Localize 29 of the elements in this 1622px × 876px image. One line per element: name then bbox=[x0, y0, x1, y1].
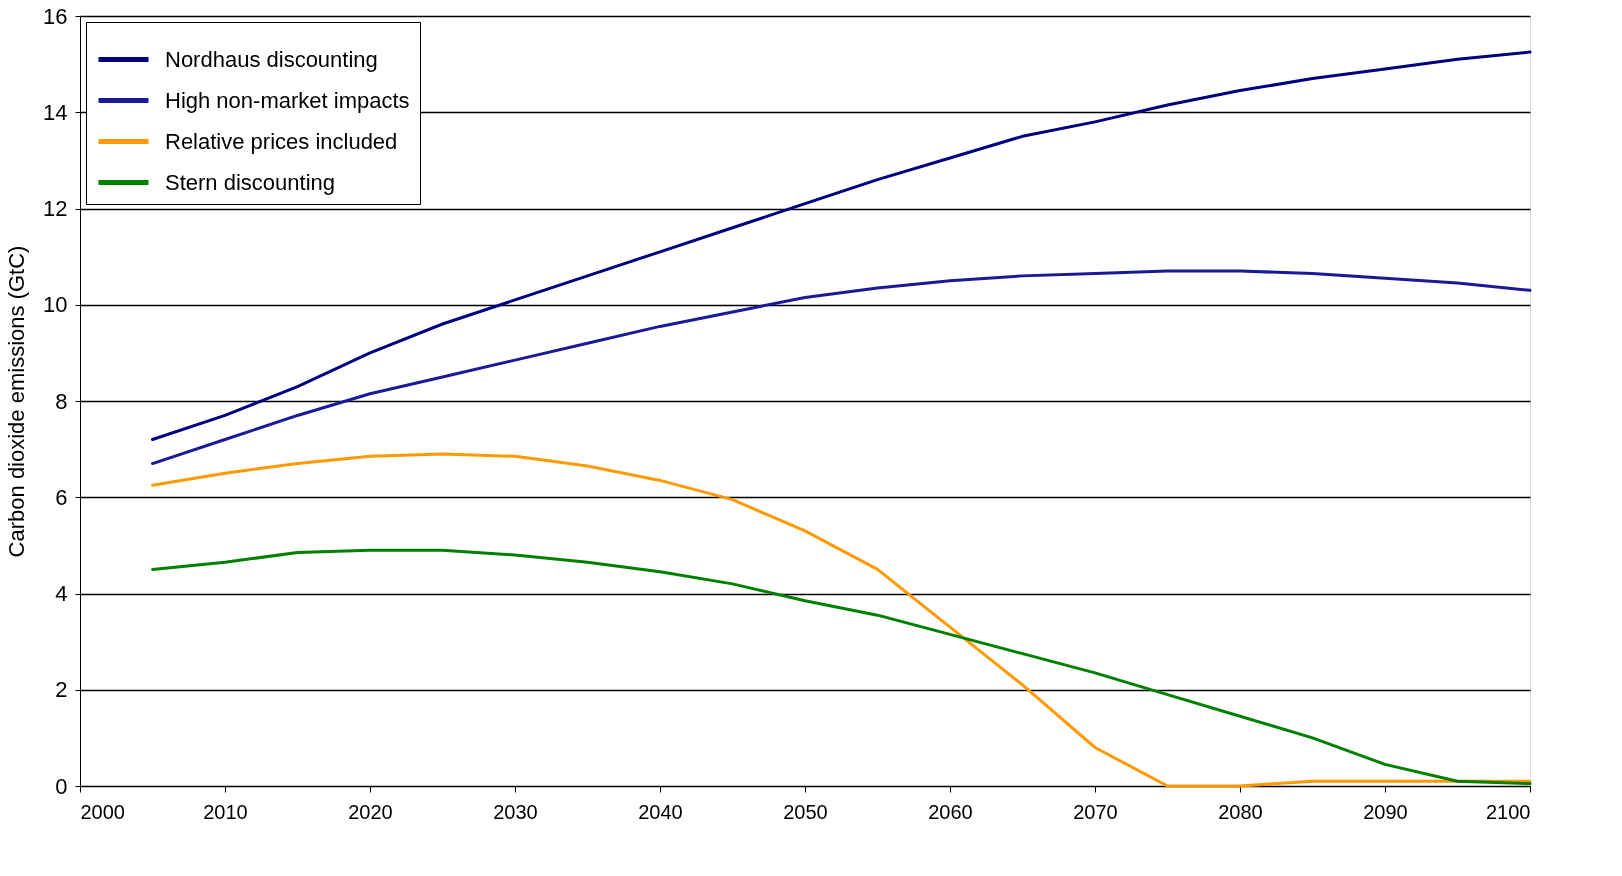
x-tick-label: 2020 bbox=[348, 800, 393, 823]
y-tick-label: 14 bbox=[43, 99, 68, 125]
line-series bbox=[151, 269, 1532, 466]
y-tick-label: 0 bbox=[55, 773, 68, 799]
legend-label: High non-market impacts bbox=[165, 87, 410, 113]
line-series bbox=[151, 548, 1532, 786]
x-tick-label: 2100 bbox=[1486, 800, 1531, 823]
y-tick-label: 4 bbox=[55, 581, 68, 606]
y-tick-label: 16 bbox=[43, 3, 68, 29]
legend-label: Nordhaus discounting bbox=[165, 46, 378, 72]
x-tick-label: 2040 bbox=[638, 800, 683, 823]
line-series bbox=[151, 50, 1532, 441]
y-tick-label: 12 bbox=[43, 196, 68, 221]
legend-label: Relative prices included bbox=[165, 128, 398, 154]
legend-label: Stern discounting bbox=[165, 169, 335, 195]
x-tick-label: 2030 bbox=[493, 800, 538, 823]
x-tick-label: 2060 bbox=[928, 800, 973, 823]
x-tick-label: 2070 bbox=[1073, 800, 1118, 823]
y-tick-label: 2 bbox=[55, 677, 68, 703]
x-tick-label: 2090 bbox=[1363, 800, 1408, 823]
y-axis-title: Carbon dioxide emissions (GtC) bbox=[4, 245, 30, 558]
x-tick-label: 2080 bbox=[1218, 800, 1263, 823]
x-tick-label: 2000 bbox=[80, 800, 125, 823]
y-tick-label: 8 bbox=[55, 388, 68, 414]
y-tick-label: 10 bbox=[43, 292, 68, 318]
x-tick-label: 2050 bbox=[783, 800, 828, 823]
line-series bbox=[151, 452, 1532, 788]
y-tick-label: 6 bbox=[55, 484, 68, 510]
x-tick-label: 2010 bbox=[203, 800, 248, 823]
